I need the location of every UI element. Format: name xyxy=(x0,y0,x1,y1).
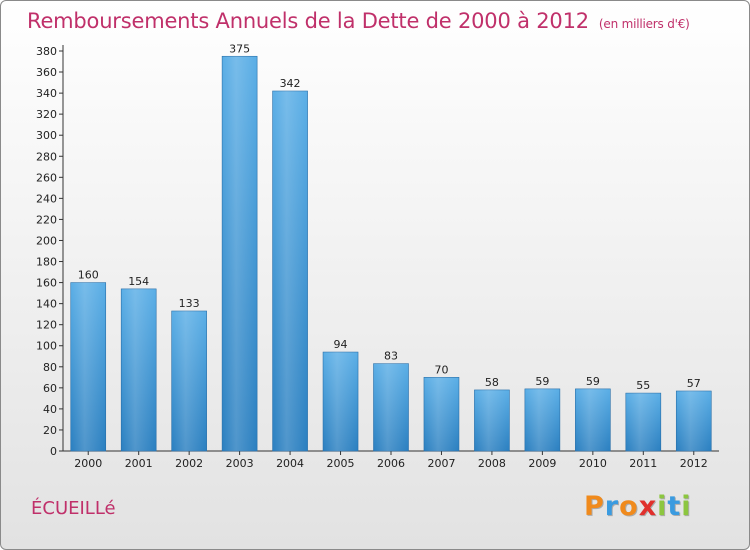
chart-subtitle: (en milliers d'€) xyxy=(598,17,690,31)
data-label: 58 xyxy=(485,376,499,389)
x-tick-label: 2010 xyxy=(579,457,607,470)
logo-letter: t xyxy=(667,491,682,522)
y-tick-label: 320 xyxy=(36,108,57,121)
y-tick-label: 20 xyxy=(43,424,57,437)
data-label: 154 xyxy=(128,275,149,288)
proxiti-logo: Proxiti xyxy=(584,491,692,522)
y-tick-label: 200 xyxy=(36,234,57,247)
x-tick-label: 2009 xyxy=(528,457,556,470)
y-tick-label: 60 xyxy=(43,382,57,395)
y-tick-label: 360 xyxy=(36,66,57,79)
x-tick-label: 2003 xyxy=(226,457,254,470)
data-label: 57 xyxy=(687,377,701,390)
bar-highlight xyxy=(121,288,157,451)
y-tick-label: 280 xyxy=(36,150,57,163)
y-tick-label: 220 xyxy=(36,213,57,226)
logo-letter: o xyxy=(619,491,639,522)
y-tick-label: 180 xyxy=(36,256,57,269)
x-tick-label: 2007 xyxy=(427,457,455,470)
y-tick-label: 40 xyxy=(43,403,57,416)
bar-highlight xyxy=(676,391,712,451)
y-tick-label: 80 xyxy=(43,361,57,374)
data-label: 59 xyxy=(586,375,600,388)
city-name: ÉCUEILLé xyxy=(31,498,116,519)
chart-title-text: Remboursements Annuels de la Dette de 20… xyxy=(27,9,589,33)
chart-title: Remboursements Annuels de la Dette de 20… xyxy=(27,9,690,33)
bar-highlight xyxy=(222,56,258,452)
data-label: 70 xyxy=(434,363,448,376)
x-tick-label: 2012 xyxy=(680,457,708,470)
bar-highlight xyxy=(171,311,207,451)
bar-highlight xyxy=(575,388,611,451)
x-tick-label: 2004 xyxy=(276,457,304,470)
data-label: 342 xyxy=(280,77,301,90)
logo-letter: r xyxy=(604,491,620,522)
y-tick-label: 140 xyxy=(36,298,57,311)
y-tick-label: 100 xyxy=(36,340,57,353)
bar-highlight xyxy=(323,352,359,451)
bar-highlight xyxy=(474,389,510,451)
data-label: 133 xyxy=(179,297,200,310)
y-tick-label: 0 xyxy=(50,445,57,458)
y-tick-label: 160 xyxy=(36,277,57,290)
x-tick-label: 2006 xyxy=(377,457,405,470)
x-tick-label: 2001 xyxy=(125,457,153,470)
bar-highlight xyxy=(423,377,459,451)
y-tick-label: 240 xyxy=(36,192,57,205)
logo-letter: i xyxy=(657,491,668,522)
data-label: 375 xyxy=(229,42,250,55)
x-tick-label: 2005 xyxy=(327,457,355,470)
bar-highlight xyxy=(625,393,661,451)
bar-highlight xyxy=(373,363,409,451)
data-label: 160 xyxy=(78,269,99,282)
y-tick-label: 380 xyxy=(36,45,57,58)
x-tick-label: 2000 xyxy=(74,457,102,470)
bar-highlight xyxy=(70,282,106,451)
chart-bars xyxy=(70,55,712,452)
y-tick-label: 260 xyxy=(36,171,57,184)
chart-axes: 0 20 40 60 80 100 120 140 160 180 200 220 240 260 280 3… xyxy=(36,45,719,470)
y-tick-label: 340 xyxy=(36,87,57,100)
x-tick-label: 2011 xyxy=(629,457,657,470)
data-label: 59 xyxy=(535,375,549,388)
data-label: 55 xyxy=(636,379,650,392)
data-label: 94 xyxy=(334,338,348,351)
logo-letter: x xyxy=(638,491,658,522)
data-label: 83 xyxy=(384,350,398,363)
logo-letter: i xyxy=(681,491,692,522)
x-tick-label: 2002 xyxy=(175,457,203,470)
x-tick-label: 2008 xyxy=(478,457,506,470)
y-tick-label: 120 xyxy=(36,319,57,332)
bar-highlight xyxy=(524,388,560,451)
y-tick-label: 300 xyxy=(36,129,57,142)
bar-highlight xyxy=(272,91,308,451)
chart-data-labels: 160 154 133 375 342 94 83 70 58 59 59 55 57 xyxy=(78,42,701,392)
logo-letter: P xyxy=(584,491,605,522)
